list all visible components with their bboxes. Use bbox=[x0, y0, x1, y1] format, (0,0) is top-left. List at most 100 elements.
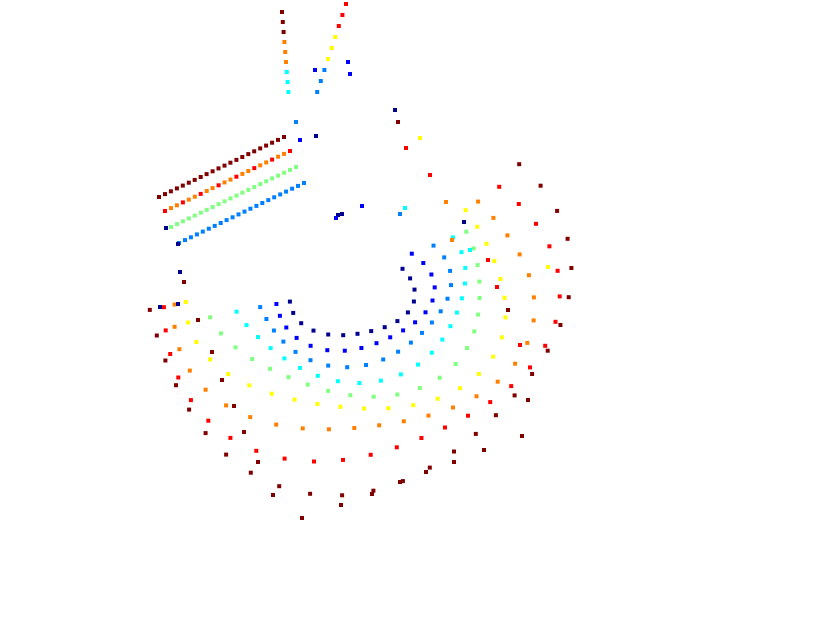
point-marker bbox=[271, 493, 275, 497]
point-marker bbox=[232, 404, 236, 408]
point-marker bbox=[228, 196, 233, 201]
point-marker bbox=[228, 177, 233, 182]
point-marker bbox=[405, 310, 410, 315]
point-marker bbox=[424, 470, 428, 474]
point-marker bbox=[254, 203, 259, 208]
point-marker bbox=[450, 235, 455, 240]
point-marker bbox=[334, 216, 338, 220]
point-marker bbox=[468, 248, 472, 252]
point-marker bbox=[315, 90, 320, 94]
point-marker bbox=[256, 460, 260, 464]
point-marker bbox=[198, 191, 203, 196]
point-marker bbox=[458, 386, 462, 391]
point-marker bbox=[247, 383, 252, 388]
point-marker bbox=[192, 213, 197, 218]
point-marker bbox=[449, 283, 453, 288]
point-marker bbox=[287, 299, 292, 304]
point-marker bbox=[505, 233, 510, 238]
point-marker bbox=[242, 209, 247, 214]
point-marker bbox=[336, 213, 340, 217]
point-marker bbox=[491, 354, 496, 359]
point-marker bbox=[256, 335, 260, 340]
point-marker bbox=[224, 403, 229, 408]
point-marker bbox=[437, 375, 442, 380]
point-marker bbox=[176, 375, 181, 380]
point-marker bbox=[300, 426, 305, 431]
point-marker bbox=[459, 250, 464, 255]
point-marker bbox=[462, 220, 466, 224]
point-marker bbox=[378, 378, 383, 383]
point-marker bbox=[417, 386, 422, 391]
point-marker bbox=[430, 298, 435, 303]
point-marker bbox=[531, 318, 536, 323]
point-marker bbox=[230, 215, 235, 220]
point-marker bbox=[401, 419, 406, 424]
point-marker bbox=[421, 261, 426, 265]
point-marker bbox=[168, 189, 173, 194]
point-marker bbox=[248, 415, 253, 420]
point-marker bbox=[176, 242, 180, 246]
point-marker bbox=[451, 405, 455, 410]
point-marker bbox=[220, 378, 224, 382]
point-marker bbox=[216, 166, 221, 171]
point-marker bbox=[186, 320, 191, 325]
point-marker bbox=[187, 368, 192, 373]
point-marker bbox=[336, 24, 341, 28]
point-marker bbox=[398, 480, 402, 484]
point-marker bbox=[200, 229, 205, 234]
point-marker bbox=[234, 174, 239, 179]
point-marker bbox=[355, 331, 360, 336]
point-marker bbox=[520, 434, 524, 438]
point-marker bbox=[264, 143, 269, 148]
point-marker bbox=[411, 299, 416, 304]
point-marker bbox=[386, 406, 391, 411]
point-marker bbox=[454, 310, 459, 315]
point-marker bbox=[276, 154, 281, 159]
point-marker bbox=[459, 296, 464, 301]
point-marker bbox=[513, 361, 518, 366]
point-marker bbox=[280, 20, 285, 24]
point-marker bbox=[157, 195, 161, 199]
point-marker bbox=[411, 403, 416, 408]
point-marker bbox=[196, 318, 200, 322]
point-marker bbox=[340, 212, 344, 216]
point-marker bbox=[169, 225, 173, 229]
point-marker bbox=[426, 413, 431, 418]
point-marker bbox=[329, 46, 334, 50]
point-marker bbox=[326, 363, 331, 368]
point-marker bbox=[294, 165, 298, 169]
point-marker bbox=[475, 263, 480, 268]
point-marker bbox=[194, 232, 199, 237]
point-marker bbox=[420, 330, 424, 335]
point-marker bbox=[282, 151, 286, 156]
point-marker bbox=[154, 333, 159, 338]
point-marker bbox=[476, 312, 481, 317]
point-marker bbox=[555, 208, 560, 213]
point-marker bbox=[274, 302, 279, 306]
point-marker bbox=[473, 431, 478, 436]
point-marker bbox=[491, 215, 496, 220]
point-marker bbox=[286, 90, 291, 94]
point-marker bbox=[538, 183, 543, 188]
point-marker bbox=[526, 273, 531, 278]
point-marker bbox=[252, 149, 257, 154]
point-marker bbox=[282, 456, 287, 461]
point-marker bbox=[338, 404, 343, 409]
point-marker bbox=[183, 300, 188, 304]
point-marker bbox=[180, 183, 185, 188]
point-marker bbox=[342, 348, 347, 353]
point-marker bbox=[216, 202, 221, 207]
point-marker bbox=[429, 350, 434, 355]
point-marker bbox=[264, 317, 269, 321]
point-marker bbox=[545, 348, 550, 353]
point-marker bbox=[509, 384, 514, 389]
point-marker bbox=[284, 60, 288, 64]
point-marker bbox=[325, 348, 330, 353]
point-marker bbox=[445, 296, 450, 301]
point-marker bbox=[476, 199, 481, 204]
point-marker bbox=[270, 157, 275, 162]
point-marker bbox=[222, 180, 227, 185]
point-marker bbox=[339, 503, 343, 507]
point-marker bbox=[382, 325, 387, 330]
point-marker bbox=[475, 224, 480, 229]
